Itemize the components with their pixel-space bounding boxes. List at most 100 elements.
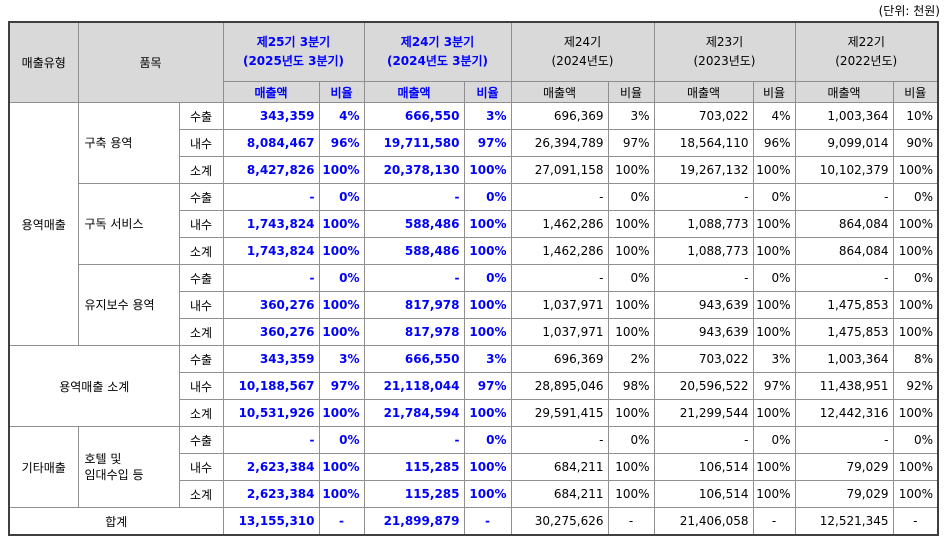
ratio-cell: 100% bbox=[892, 156, 939, 184]
ratio-cell: 100% bbox=[752, 399, 796, 427]
item-cell: 구독 서비스 bbox=[77, 183, 180, 265]
ratio-cell: 100% bbox=[892, 237, 939, 265]
amount-cell: 19,711,580 bbox=[363, 129, 465, 157]
sales-type-cell: 기타매출 bbox=[8, 426, 79, 508]
amount-cell: - bbox=[510, 426, 609, 454]
period-year: (2024년도) bbox=[551, 54, 614, 68]
ratio-cell: 100% bbox=[892, 210, 939, 238]
ratio-cell: 92% bbox=[892, 372, 939, 400]
amount-header-1: 매출액 bbox=[222, 81, 320, 103]
amount-cell: - bbox=[653, 183, 754, 211]
period-header-5: 제22기 (2022년도) bbox=[794, 21, 939, 82]
table-row: 용역매출 구축 용역 수출 343,359 4% 666,550 3% 696,369 3% 70… bbox=[8, 102, 939, 346]
ratio-cell: 100% bbox=[607, 237, 655, 265]
division-cell: 소계 bbox=[178, 237, 224, 265]
ratio-cell: 0% bbox=[318, 264, 365, 292]
amount-cell: 12,442,316 bbox=[794, 399, 894, 427]
ratio-cell: - bbox=[752, 507, 796, 536]
division-cell: 소계 bbox=[178, 156, 224, 184]
amount-cell: 106,514 bbox=[653, 480, 754, 508]
ratio-cell: 100% bbox=[752, 318, 796, 346]
division-cell: 수출 bbox=[178, 426, 224, 454]
division-cell: 소계 bbox=[178, 399, 224, 427]
period-name: 제25기 3분기 bbox=[256, 35, 331, 49]
ratio-cell: 97% bbox=[607, 129, 655, 157]
total-row: 합계 13,155,310-21,899,879-30,275,626-21,40… bbox=[8, 507, 939, 536]
amount-cell: 1,475,853 bbox=[794, 291, 894, 319]
subtotal-label-cell: 용역매출 소계 bbox=[8, 345, 180, 427]
amount-cell: 2,623,384 bbox=[222, 480, 320, 508]
amount-header-2: 매출액 bbox=[363, 81, 465, 103]
amount-cell: 666,550 bbox=[363, 345, 465, 373]
ratio-cell: 100% bbox=[607, 291, 655, 319]
table-body: 용역매출 구축 용역 수출 343,359 4% 666,550 3% 696,369 3% 70… bbox=[8, 102, 939, 536]
ratio-cell: 100% bbox=[463, 156, 512, 184]
ratio-cell: 4% bbox=[752, 102, 796, 130]
period-header-3: 제24기 (2024년도) bbox=[510, 21, 655, 82]
ratio-cell: 100% bbox=[463, 237, 512, 265]
amount-cell: 79,029 bbox=[794, 480, 894, 508]
division-cell: 내수 bbox=[178, 210, 224, 238]
amount-cell: 21,299,544 bbox=[653, 399, 754, 427]
amount-cell: 19,267,132 bbox=[653, 156, 754, 184]
ratio-cell: 100% bbox=[318, 156, 365, 184]
amount-cell: 21,899,879 bbox=[363, 507, 465, 536]
period-name: 제24기 bbox=[563, 35, 602, 49]
amount-cell: 28,895,046 bbox=[510, 372, 609, 400]
ratio-cell: 100% bbox=[318, 318, 365, 346]
ratio-cell: 3% bbox=[318, 345, 365, 373]
ratio-cell: 100% bbox=[318, 399, 365, 427]
amount-cell: 1,088,773 bbox=[653, 237, 754, 265]
period-header-1: 제25기 3분기 (2025년도 3분기) bbox=[222, 21, 365, 82]
total-label-cell: 합계 bbox=[8, 507, 224, 536]
amount-cell: - bbox=[222, 426, 320, 454]
amount-cell: 696,369 bbox=[510, 102, 609, 130]
amount-header-4: 매출액 bbox=[653, 81, 754, 103]
amount-cell: 943,639 bbox=[653, 318, 754, 346]
ratio-header-4: 비율 bbox=[752, 81, 796, 103]
ratio-cell: 100% bbox=[892, 399, 939, 427]
ratio-cell: 98% bbox=[607, 372, 655, 400]
ratio-cell: - bbox=[463, 507, 512, 536]
ratio-cell: 0% bbox=[463, 264, 512, 292]
amount-cell: 343,359 bbox=[222, 102, 320, 130]
amount-cell: 1,475,853 bbox=[794, 318, 894, 346]
amount-cell: 864,084 bbox=[794, 210, 894, 238]
period-header-4: 제23기 (2023년도) bbox=[653, 21, 796, 82]
amount-cell: 666,550 bbox=[363, 102, 465, 130]
ratio-cell: - bbox=[892, 507, 939, 536]
ratio-cell: 100% bbox=[463, 453, 512, 481]
division-cell: 수출 bbox=[178, 102, 224, 130]
ratio-cell: 100% bbox=[892, 291, 939, 319]
ratio-cell: 0% bbox=[463, 426, 512, 454]
amount-cell: 817,978 bbox=[363, 291, 465, 319]
ratio-cell: 0% bbox=[752, 264, 796, 292]
ratio-cell: 3% bbox=[463, 102, 512, 130]
amount-cell: 696,369 bbox=[510, 345, 609, 373]
ratio-cell: 3% bbox=[463, 345, 512, 373]
amount-cell: 26,394,789 bbox=[510, 129, 609, 157]
table-row: 유지보수 용역 수출 -0% -0% -0% -0% -0% bbox=[9, 264, 939, 346]
ratio-cell: 97% bbox=[752, 372, 796, 400]
item-header: 품목 bbox=[77, 21, 224, 103]
amount-cell: 20,378,130 bbox=[363, 156, 465, 184]
amount-cell: 2,623,384 bbox=[222, 453, 320, 481]
ratio-header-2: 비율 bbox=[463, 81, 512, 103]
ratio-cell: 97% bbox=[318, 372, 365, 400]
ratio-cell: 100% bbox=[892, 318, 939, 346]
table-row: 구독 서비스 수출 -0% -0% -0% -0% -0% bbox=[9, 183, 939, 265]
amount-cell: 703,022 bbox=[653, 102, 754, 130]
amount-cell: - bbox=[222, 183, 320, 211]
amount-cell: 18,564,110 bbox=[653, 129, 754, 157]
amount-cell: 106,514 bbox=[653, 453, 754, 481]
sales-breakdown-table: 매출유형 품목 제25기 3분기 (2025년도 3분기) 제24기 3분기 (2024년… bbox=[8, 21, 939, 536]
period-year: (2025년도 3분기) bbox=[242, 54, 345, 68]
ratio-cell: 100% bbox=[607, 318, 655, 346]
division-cell: 소계 bbox=[178, 480, 224, 508]
ratio-cell: 8% bbox=[892, 345, 939, 373]
amount-cell: 1,088,773 bbox=[653, 210, 754, 238]
amount-cell: 21,784,594 bbox=[363, 399, 465, 427]
amount-cell: 343,359 bbox=[222, 345, 320, 373]
ratio-cell: 100% bbox=[607, 399, 655, 427]
ratio-cell: 100% bbox=[892, 480, 939, 508]
